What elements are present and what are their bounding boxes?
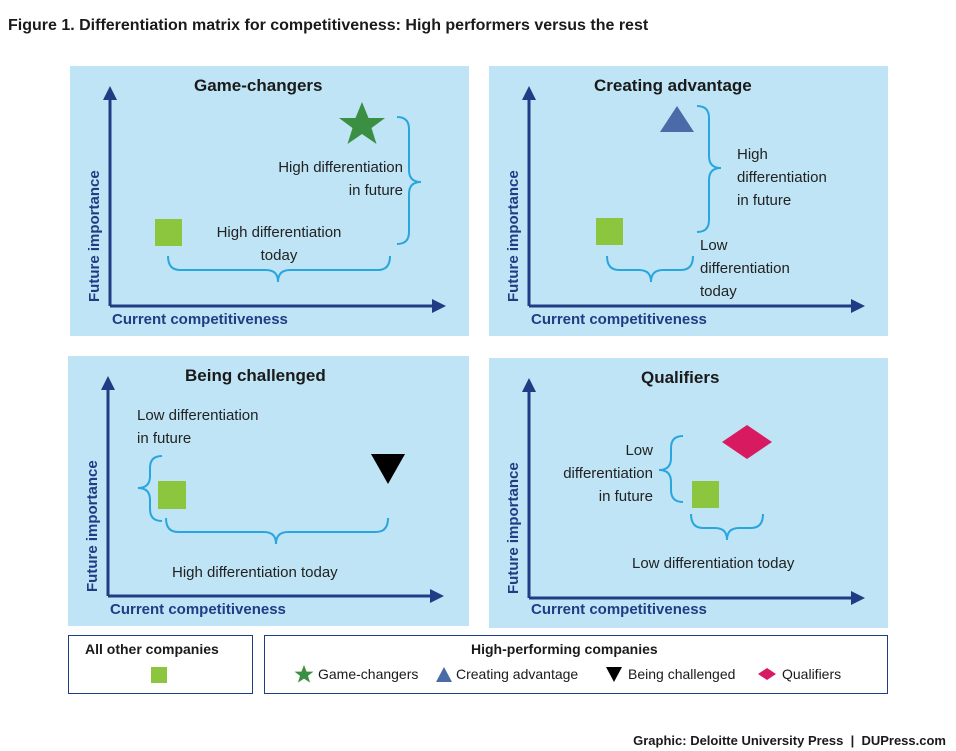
panel-being-challenged: Being challenged Future importance Curre…	[68, 356, 469, 626]
y-axis-label: Future importance	[505, 170, 522, 302]
x-axis-label: Current competitiveness	[112, 311, 288, 328]
panel-title: Being challenged	[185, 366, 326, 385]
figure-title: Figure 1. Differentiation matrix for com…	[8, 17, 649, 34]
legend-all-other-companies: All other companies	[68, 635, 253, 694]
qualifier-diamond-marker	[722, 425, 772, 459]
x-axis-arrowhead	[432, 299, 446, 313]
legend-item-game-changers: Game-changers	[293, 663, 418, 685]
x-axis-label: Current competitiveness	[531, 311, 707, 328]
legend-item-being-challenged: Being challenged	[605, 663, 735, 685]
legend-item-creating-advantage: Creating advantage	[435, 663, 578, 685]
y-axis-label: Future importance	[86, 170, 103, 302]
game-changer-star-marker	[339, 102, 385, 144]
panel-title: Qualifiers	[641, 368, 720, 387]
axes	[106, 388, 432, 598]
x-axis-arrowhead	[851, 299, 865, 313]
y-axis-arrowhead	[522, 86, 536, 100]
panel-creating-advantage-graphic	[522, 86, 865, 313]
y-axis-arrowhead	[103, 86, 117, 100]
x-axis-arrowhead	[430, 589, 444, 603]
all-other-companies-marker	[155, 219, 182, 246]
legend-item-qualifiers: Qualifiers	[757, 663, 841, 685]
bracket-future	[137, 455, 163, 522]
today-differentiation-note: Low differentiation today	[632, 555, 795, 572]
panel-qualifiers-graphic	[522, 378, 865, 605]
panel-game-changers: Game-changers Future importance Current …	[70, 66, 469, 336]
graphic-credit: Graphic: Deloitte University Press | DUP…	[633, 733, 946, 748]
legend-title: All other companies	[85, 641, 219, 657]
panel-title: Game-changers	[194, 76, 323, 95]
y-axis-label: Future importance	[505, 462, 522, 594]
green-star-icon	[294, 664, 314, 683]
all-other-companies-marker	[692, 481, 719, 508]
pink-diamond-icon	[758, 668, 776, 680]
future-differentiation-note: High differentiation in future	[737, 146, 827, 209]
future-differentiation-note: High differentiation in future	[278, 159, 403, 199]
bracket-future	[396, 116, 422, 245]
legend-high-performing-companies: High-performing companies Game-changers …	[264, 635, 888, 694]
bracket-today	[606, 255, 694, 283]
x-axis-label: Current competitiveness	[110, 601, 286, 618]
x-axis-arrowhead	[851, 591, 865, 605]
y-axis-arrowhead	[522, 378, 536, 392]
all-other-companies-marker	[158, 481, 186, 509]
being-challenged-triangle-marker	[371, 454, 405, 484]
future-differentiation-note: Low differentiation in future	[137, 407, 259, 447]
panel-qualifiers: Qualifiers Future importance Current com…	[489, 358, 888, 628]
legend-title: High-performing companies	[471, 641, 658, 657]
today-differentiation-note: Low differentiation today	[700, 237, 790, 300]
creating-advantage-triangle-marker	[660, 106, 694, 132]
axes	[527, 390, 853, 600]
bracket-today	[690, 513, 764, 541]
bracket-future	[658, 435, 684, 503]
green-square-icon	[151, 667, 167, 683]
bracket-today	[165, 517, 389, 545]
panel-being-challenged-graphic	[101, 376, 444, 603]
all-other-companies-marker	[596, 218, 623, 245]
panel-title: Creating advantage	[594, 76, 752, 95]
blue-triangle-up-icon	[436, 666, 452, 682]
axes	[527, 98, 853, 308]
today-differentiation-note: High differentiation today	[216, 224, 342, 264]
future-differentiation-note: Low differentiation in future	[563, 442, 653, 505]
y-axis-label: Future importance	[84, 460, 101, 592]
bracket-future	[696, 105, 722, 233]
y-axis-arrowhead	[101, 376, 115, 390]
today-differentiation-note: High differentiation today	[172, 564, 338, 581]
panel-creating-advantage: Creating advantage Future importance Cur…	[489, 66, 888, 336]
black-triangle-down-icon	[606, 666, 622, 682]
axes	[108, 98, 434, 308]
x-axis-label: Current competitiveness	[531, 601, 707, 618]
bracket-today	[167, 255, 391, 283]
panel-game-changers-graphic	[103, 86, 446, 313]
